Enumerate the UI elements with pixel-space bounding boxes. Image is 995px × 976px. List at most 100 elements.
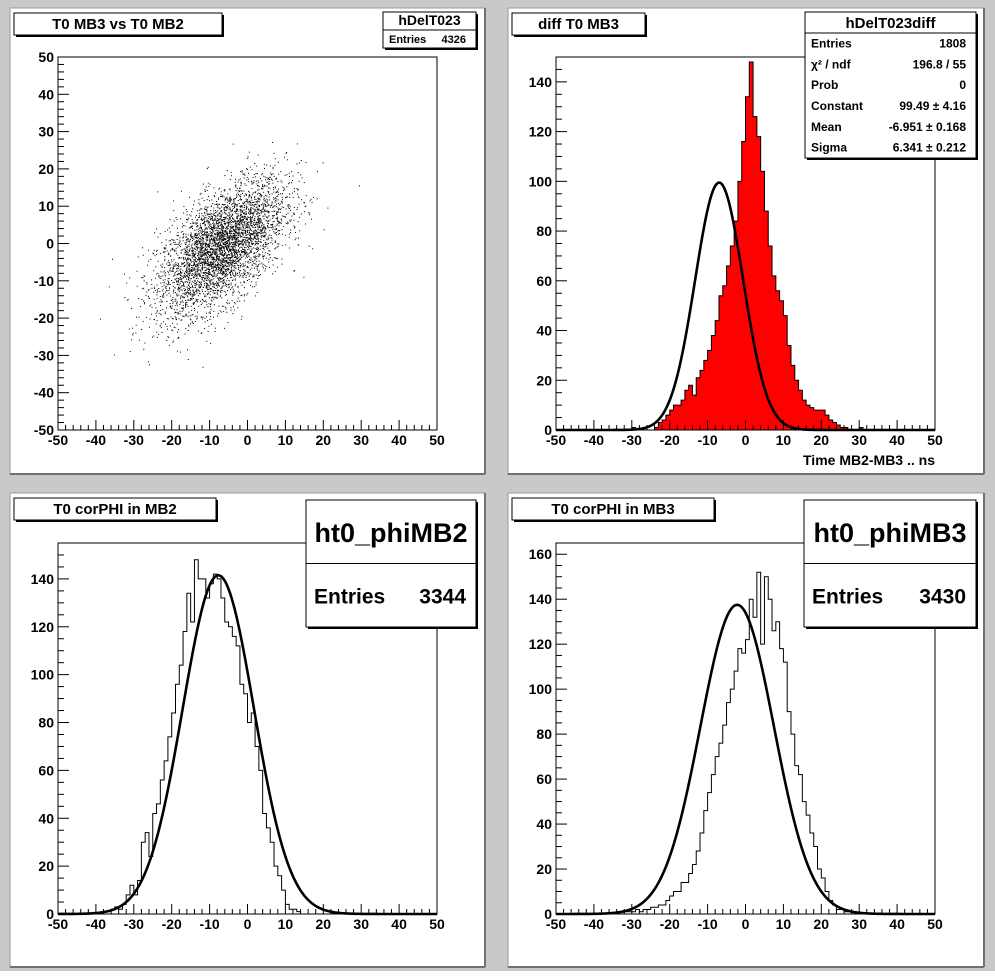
scatter-point <box>249 219 251 221</box>
scatter-point <box>212 241 214 243</box>
scatter-point <box>206 260 208 262</box>
scatter-point <box>226 241 228 243</box>
scatter-point <box>209 216 211 218</box>
scatter-point <box>236 211 237 212</box>
scatter-point <box>205 220 207 222</box>
scatter-point <box>247 249 249 251</box>
scatter-point <box>226 265 228 267</box>
y-tick-label: 0 <box>544 422 552 438</box>
scatter-point <box>256 260 258 262</box>
scatter-point <box>239 224 240 226</box>
scatter-point <box>246 252 248 254</box>
scatter-point <box>224 243 225 245</box>
scatter-point <box>213 275 215 277</box>
scatter-point <box>199 283 201 285</box>
scatter-point <box>196 245 198 247</box>
scatter-point <box>228 224 229 226</box>
scatter-point <box>244 222 245 224</box>
scatter-point <box>291 171 293 173</box>
scatter-point <box>195 271 197 273</box>
scatter-point <box>218 256 220 258</box>
scatter-point <box>239 236 241 238</box>
scatter-point <box>200 242 202 244</box>
scatter-point <box>266 164 268 166</box>
scatter-point <box>217 254 219 256</box>
scatter-point <box>204 306 206 308</box>
scatter-point <box>239 199 241 201</box>
scatter-point <box>265 257 267 259</box>
scatter-point <box>177 313 179 315</box>
scatter-point <box>225 216 227 218</box>
scatter-point <box>251 234 253 236</box>
scatter-point <box>220 232 222 234</box>
scatter-point <box>196 299 198 301</box>
scatter-point <box>265 204 266 205</box>
scatter-point <box>202 248 204 250</box>
scatter-point <box>216 283 218 285</box>
scatter-point <box>213 316 215 318</box>
scatter-point <box>189 298 191 300</box>
scatter-point <box>176 239 178 240</box>
scatter-point <box>183 258 185 260</box>
scatter-point <box>258 208 260 210</box>
title-box <box>511 497 715 521</box>
scatter-point <box>182 270 184 272</box>
scatter-point <box>232 227 233 229</box>
stats-value: 3430 <box>919 585 966 608</box>
scatter-point <box>237 286 238 288</box>
scatter-point <box>236 272 238 274</box>
scatter-point <box>224 203 226 205</box>
scatter-point <box>161 301 163 302</box>
scatter-point <box>266 210 268 212</box>
scatter-point <box>227 193 229 195</box>
scatter-point <box>217 239 219 241</box>
scatter-point <box>181 307 182 309</box>
scatter-point <box>182 237 184 239</box>
scatter-point <box>162 294 164 296</box>
scatter-point <box>185 305 187 307</box>
scatter-point <box>261 237 263 239</box>
scatter-point <box>230 248 232 250</box>
scatter-point <box>176 305 178 307</box>
scatter-point <box>236 197 237 198</box>
scatter-point <box>228 246 230 248</box>
scatter-point <box>271 227 273 229</box>
scatter-point <box>188 270 190 272</box>
scatter-point <box>305 195 307 197</box>
scatter-point <box>301 213 303 215</box>
scatter-point <box>189 238 191 240</box>
scatter-point <box>217 218 218 219</box>
x-tick-label: -40 <box>86 916 106 932</box>
scatter-point <box>234 283 236 285</box>
scatter-point <box>230 215 232 217</box>
scatter-point <box>235 186 237 188</box>
scatter-point <box>188 293 190 295</box>
scatter-point <box>236 258 238 260</box>
y-tick-label: 120 <box>529 124 553 140</box>
scatter-point <box>217 266 219 268</box>
scatter-point <box>262 211 264 213</box>
scatter-point <box>143 301 145 303</box>
scatter-point <box>200 304 202 305</box>
histogram-bar <box>726 265 731 430</box>
scatter-point <box>231 271 233 273</box>
scatter-point <box>226 209 228 211</box>
scatter-point <box>156 331 158 333</box>
scatter-point <box>180 268 182 270</box>
scatter-point <box>239 228 241 230</box>
scatter-point <box>217 313 219 315</box>
scatter-point <box>248 201 250 202</box>
scatter-point <box>161 286 163 287</box>
scatter-point <box>199 227 201 229</box>
scatter-point <box>246 257 248 258</box>
scatter-point <box>221 196 223 198</box>
scatter-point <box>239 205 241 207</box>
scatter-point <box>253 230 255 232</box>
scatter-point <box>273 205 275 207</box>
scatter-point <box>207 251 209 253</box>
scatter-point <box>194 310 196 312</box>
scatter-point <box>175 264 177 266</box>
scatter-point <box>156 228 158 230</box>
scatter-point <box>202 275 204 276</box>
y-tick-label: -30 <box>34 347 54 363</box>
